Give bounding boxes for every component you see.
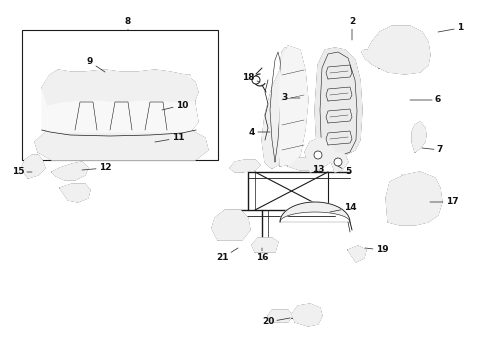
Polygon shape xyxy=(315,48,362,166)
Polygon shape xyxy=(230,160,260,172)
Polygon shape xyxy=(35,130,208,160)
Circle shape xyxy=(334,158,342,166)
Text: 4: 4 xyxy=(249,127,270,136)
Polygon shape xyxy=(212,210,250,240)
Polygon shape xyxy=(280,202,350,222)
Text: 2: 2 xyxy=(349,18,355,40)
Polygon shape xyxy=(42,75,198,132)
Text: 18: 18 xyxy=(242,73,260,82)
Polygon shape xyxy=(22,155,45,178)
Polygon shape xyxy=(262,48,290,168)
Text: 12: 12 xyxy=(82,163,111,172)
Polygon shape xyxy=(348,246,366,262)
Text: 21: 21 xyxy=(216,248,238,262)
Text: 5: 5 xyxy=(338,166,351,176)
Polygon shape xyxy=(52,162,88,180)
Text: 16: 16 xyxy=(256,248,268,262)
Text: 6: 6 xyxy=(410,95,441,104)
Text: 10: 10 xyxy=(162,100,188,110)
Polygon shape xyxy=(60,184,90,202)
Text: 1: 1 xyxy=(438,23,463,32)
Polygon shape xyxy=(268,310,292,322)
Text: 9: 9 xyxy=(87,58,105,72)
Text: 14: 14 xyxy=(330,203,356,212)
Text: 17: 17 xyxy=(430,198,458,207)
Text: 11: 11 xyxy=(155,134,184,143)
Polygon shape xyxy=(305,138,335,172)
Text: 13: 13 xyxy=(312,166,324,178)
Text: 3: 3 xyxy=(282,94,300,103)
Polygon shape xyxy=(412,122,426,152)
Polygon shape xyxy=(252,238,278,252)
Polygon shape xyxy=(292,304,322,326)
Polygon shape xyxy=(42,70,198,105)
Polygon shape xyxy=(362,26,430,74)
Text: 8: 8 xyxy=(125,18,131,30)
Circle shape xyxy=(252,76,260,84)
Circle shape xyxy=(314,151,322,159)
Text: 19: 19 xyxy=(365,246,388,255)
Text: 7: 7 xyxy=(422,145,443,154)
Text: 20: 20 xyxy=(262,318,290,327)
Text: 15: 15 xyxy=(12,167,32,176)
Polygon shape xyxy=(288,158,318,170)
Polygon shape xyxy=(330,152,348,172)
Bar xyxy=(22,30,218,160)
Polygon shape xyxy=(280,46,308,166)
Polygon shape xyxy=(386,172,442,225)
